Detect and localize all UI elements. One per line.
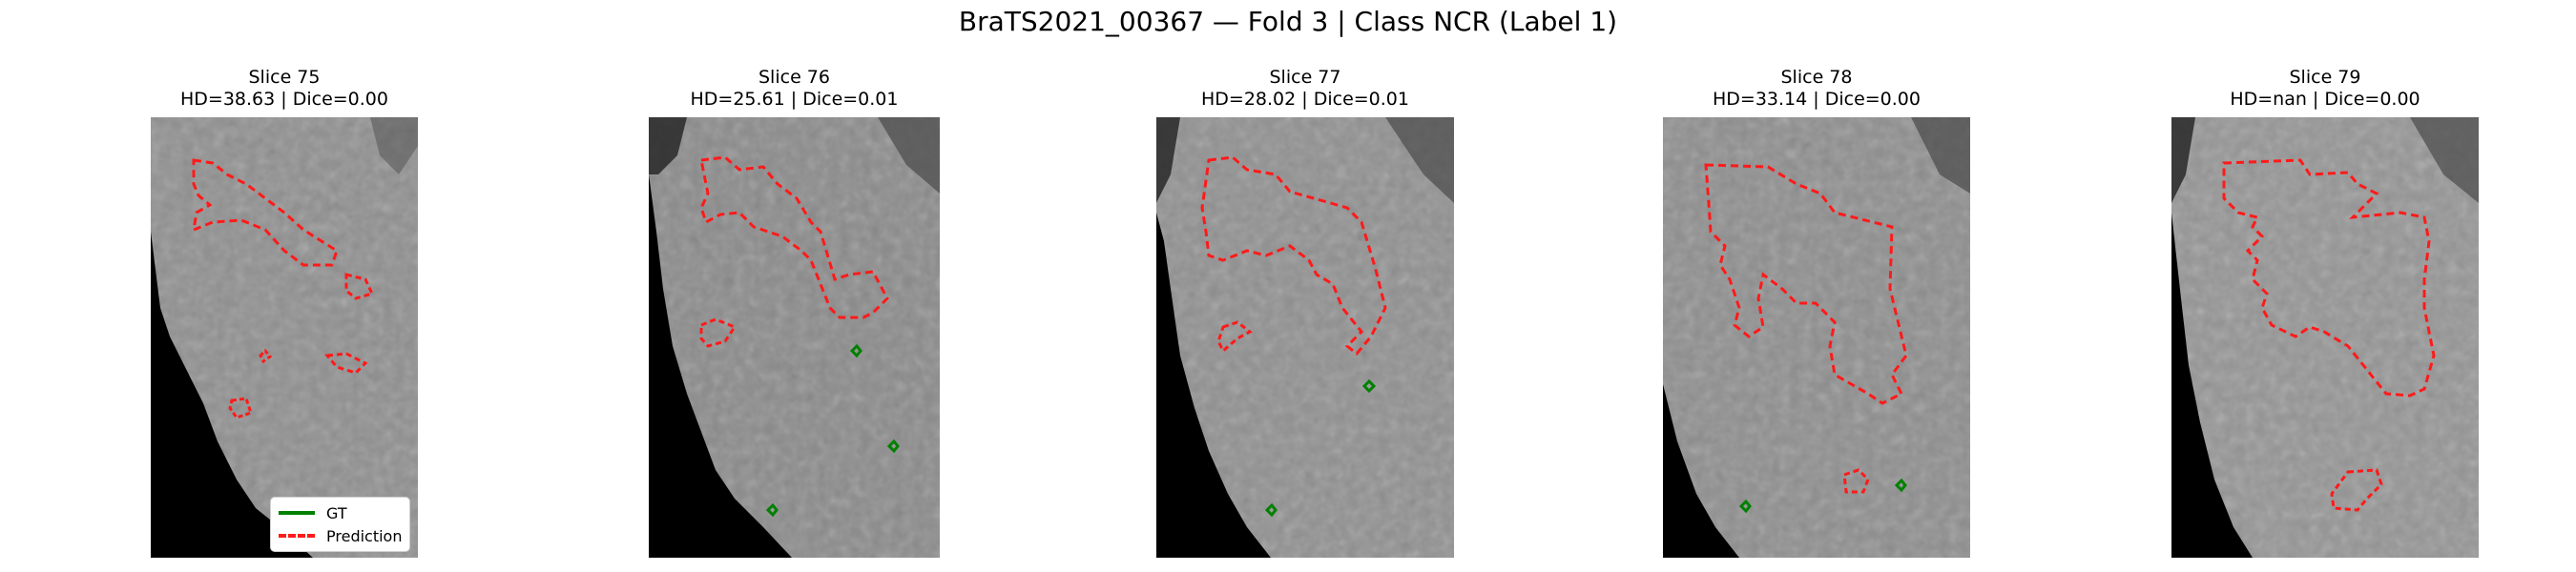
panel-title-2: Slice 76 HD=25.61 | Dice=0.01 (649, 67, 940, 111)
dark-region (151, 232, 313, 558)
prediction-contour (192, 158, 339, 267)
legend: GT Prediction (270, 497, 411, 552)
panel-title-4: Slice 78 HD=33.14 | Dice=0.00 (1663, 67, 1970, 111)
legend-prediction: Prediction (279, 524, 402, 547)
legend-prediction-label: Prediction (326, 526, 403, 545)
metrics-label: HD=33.14 | Dice=0.00 (1713, 89, 1921, 110)
overlay-svg-4 (1663, 117, 1970, 558)
gt-contour (1894, 478, 1907, 493)
dark-region (649, 174, 792, 558)
mri-slice-image-1: GT Prediction (151, 117, 418, 558)
gt-contour (849, 343, 862, 358)
slice-label: Slice 76 (758, 67, 830, 88)
dark-region (1663, 384, 1739, 558)
legend-gt: GT (279, 501, 402, 524)
panel-title-1: Slice 75 HD=38.63 | Dice=0.00 (151, 67, 418, 111)
metrics-label: HD=38.63 | Dice=0.00 (180, 89, 388, 110)
overlay-svg-3 (1156, 117, 1454, 558)
dark-region (1156, 213, 1271, 558)
figure-title: BraTS2021_00367 — Fold 3 | Class NCR (La… (958, 6, 1618, 37)
overlay-svg-1 (151, 117, 418, 558)
mri-slice-image-2 (649, 117, 940, 558)
panel-title-5: Slice 79 HD=nan | Dice=0.00 (2171, 67, 2479, 111)
dark-region (2171, 213, 2253, 558)
overlay-svg-2 (649, 117, 940, 558)
prediction-line-swatch (279, 534, 315, 538)
slice-label: Slice 78 (1780, 67, 1853, 88)
slice-label: Slice 75 (248, 67, 321, 88)
overlay-svg-5 (2171, 117, 2479, 558)
metrics-label: HD=nan | Dice=0.00 (2230, 89, 2420, 110)
prediction-contour (699, 155, 889, 319)
gt-contour (1361, 378, 1377, 394)
slice-label: Slice 79 (2289, 67, 2361, 88)
legend-gt-label: GT (326, 503, 347, 522)
mri-slice-image-5 (2171, 117, 2479, 558)
panel-title-3: Slice 77 HD=28.02 | Dice=0.01 (1156, 67, 1454, 111)
prediction-contour (1200, 155, 1387, 357)
mri-slice-image-3 (1156, 117, 1454, 558)
gt-line-swatch (279, 511, 315, 515)
metrics-label: HD=28.02 | Dice=0.01 (1201, 89, 1409, 110)
mri-slice-image-4 (1663, 117, 1970, 558)
metrics-label: HD=25.61 | Dice=0.01 (690, 89, 899, 110)
prediction-contour (2222, 158, 2436, 398)
slice-label: Slice 77 (1269, 67, 1341, 88)
prediction-contour (1704, 163, 1908, 405)
